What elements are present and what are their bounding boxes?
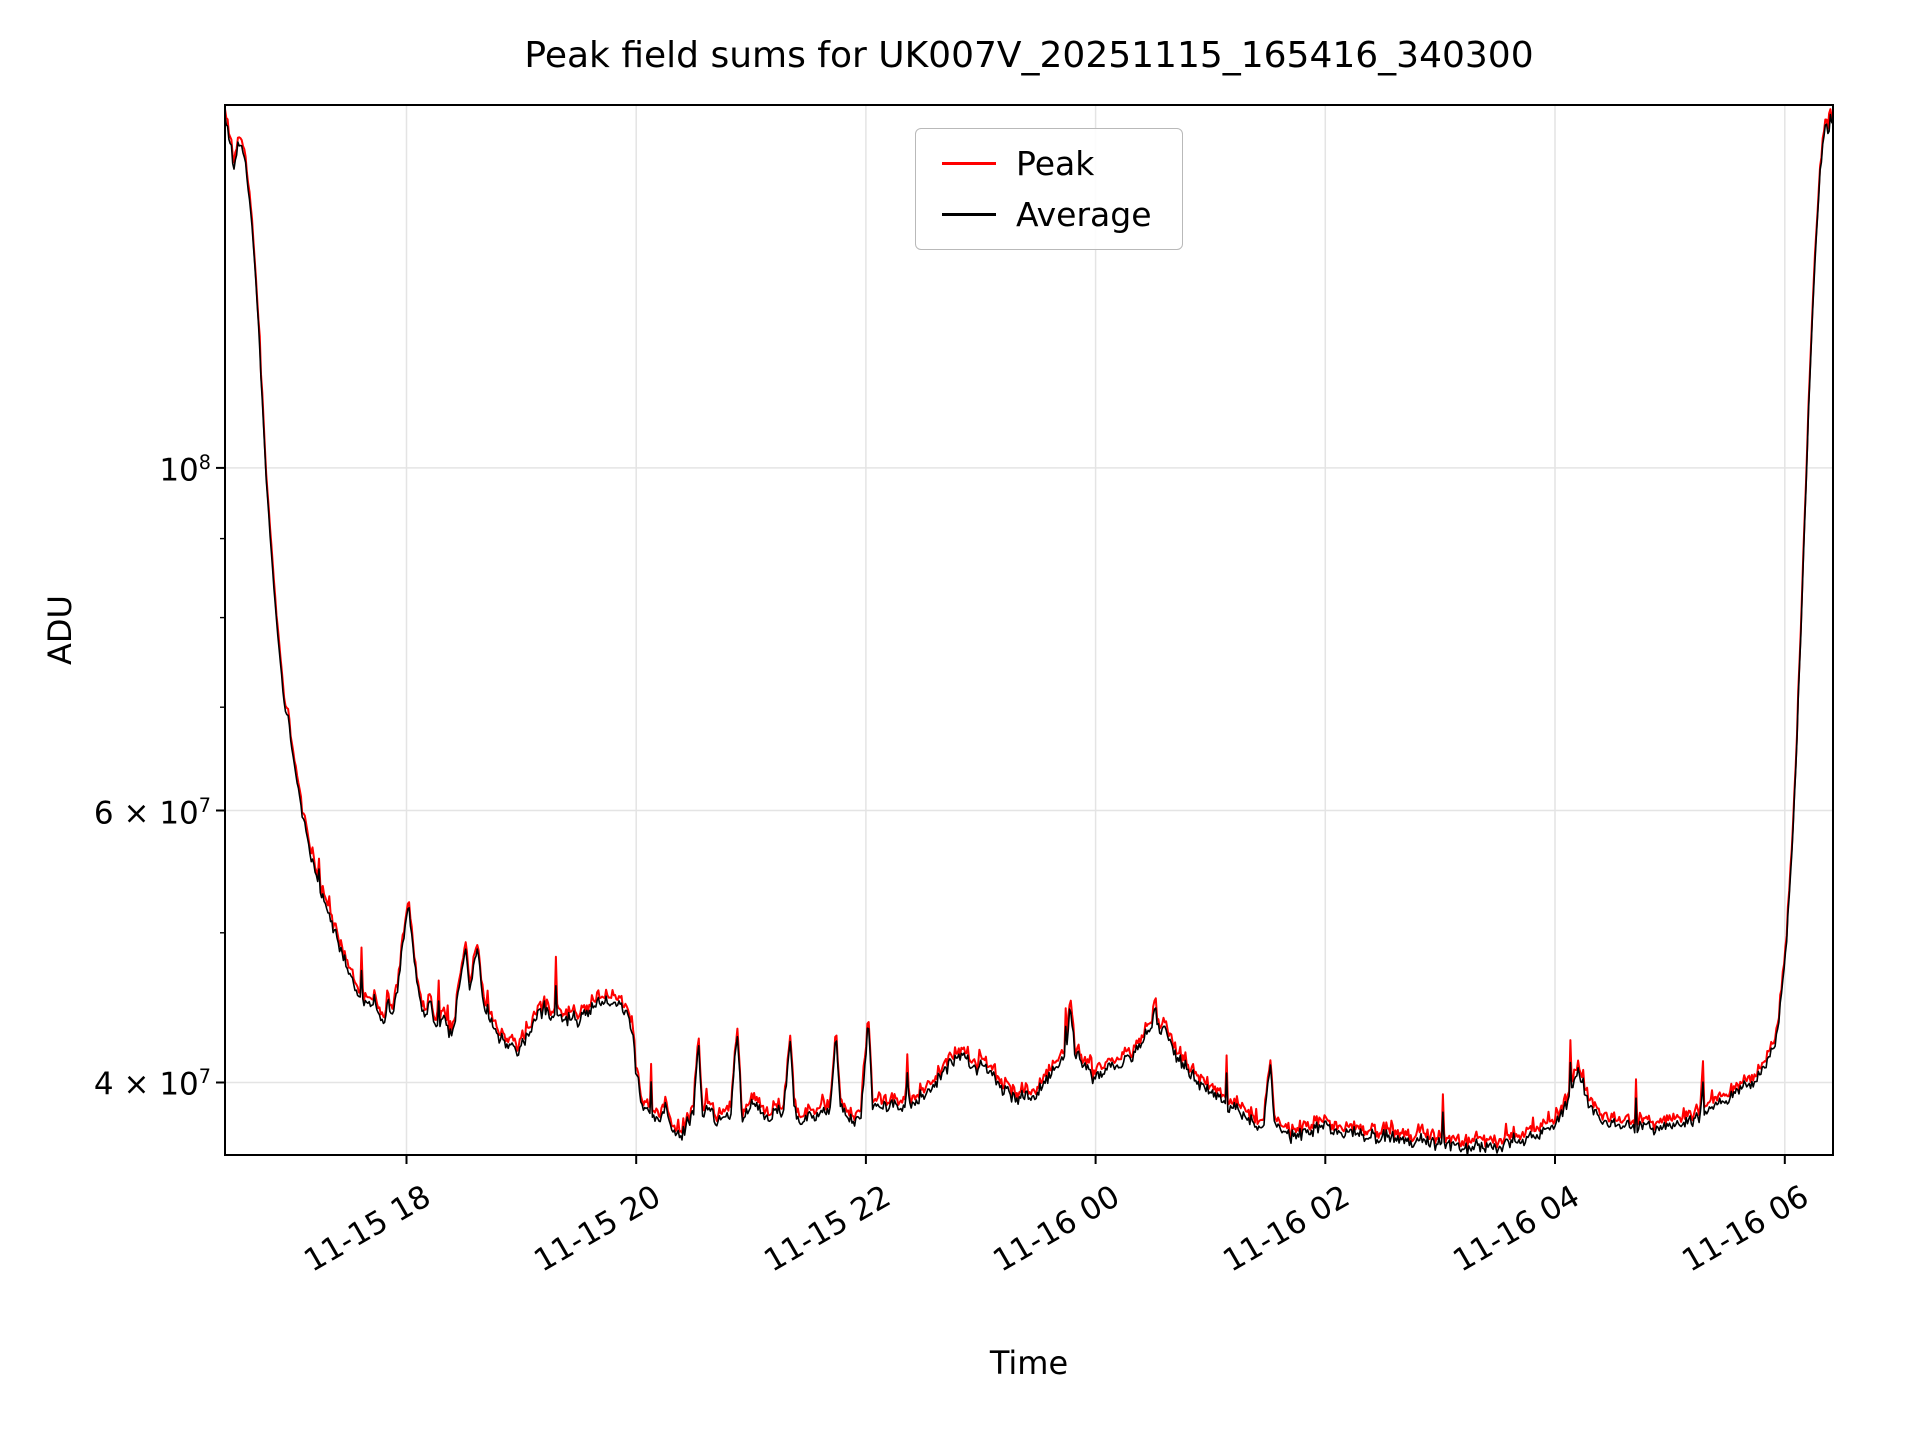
legend-label-peak: Peak: [1016, 144, 1095, 183]
average-line-swatch: [942, 213, 996, 216]
legend-entry-peak: Peak: [942, 147, 1152, 180]
y-tick-label: 108: [159, 450, 211, 489]
chart-title: Peak field sums for UK007V_20251115_1654…: [524, 35, 1534, 76]
legend-entry-average: Average: [942, 198, 1152, 231]
y-tick-label: 4 × 107: [93, 1065, 211, 1103]
x-axis-label: Time: [989, 1344, 1069, 1382]
peak-line-swatch: [942, 162, 996, 165]
legend-label-average: Average: [1016, 195, 1152, 234]
legend: Peak Average: [915, 128, 1183, 250]
y-axis-label: ADU: [41, 595, 79, 665]
plot-frame: [224, 104, 1834, 1156]
peak-line: [225, 108, 1833, 1150]
y-tick-label: 6 × 107: [93, 793, 211, 831]
average-line: [225, 113, 1833, 1155]
